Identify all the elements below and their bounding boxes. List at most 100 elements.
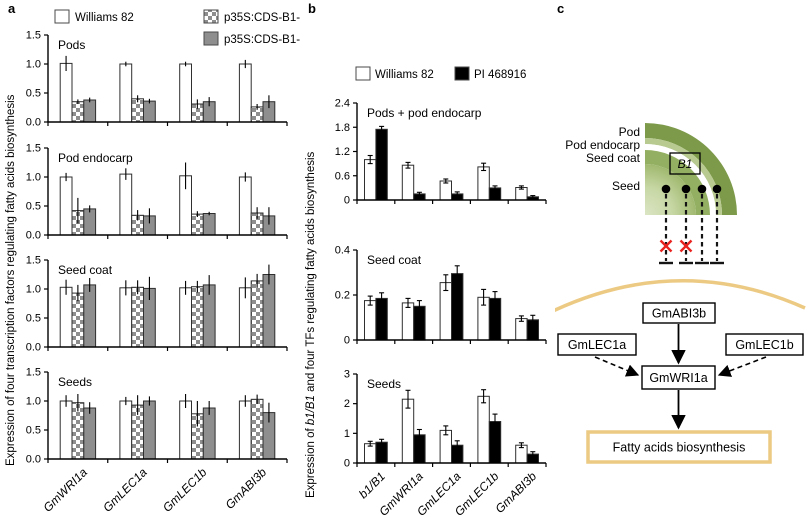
y-tick-label: 1.5: [26, 30, 41, 42]
y-tick-label: 0.2: [335, 290, 350, 302]
bar: [59, 62, 73, 123]
y-tick-label: 0.0: [26, 454, 41, 466]
y-tick-label: 1.0: [26, 284, 41, 296]
y-tick-label: 2.4: [335, 98, 350, 110]
panel-c: c B1 Pod Pod endocarp Seed coat Seed GmABI3b G…: [555, 0, 808, 518]
subplot-pods: 0.0 0.5 1.0 1.5 Pods: [26, 30, 288, 129]
legend-label: PI 468916: [474, 69, 526, 81]
gmabi3b-label: GmABI3b: [652, 306, 706, 320]
bar: [59, 400, 73, 460]
bar: [83, 284, 97, 348]
dashed-arrow-gmlec1b-to-gmwri1a: [717, 356, 767, 377]
anatomy-label-seed: Seed: [612, 179, 640, 193]
subplot-title: Pods: [58, 38, 85, 52]
subplot-pods-pod-endocarp: 0 0.6 1.2 1.8 2.4 Pods + pod endocarp: [335, 98, 547, 207]
bar: [83, 208, 97, 236]
bar: [250, 398, 264, 460]
bar: [119, 63, 133, 123]
subplot-seed-coat: 0.0 0.5 1.0 1.5 Seed coat: [26, 255, 288, 354]
bar: [375, 297, 388, 341]
seed-coat-band: [645, 150, 710, 215]
gmlec1b-box: [725, 333, 804, 356]
legend-swatch-white: [355, 66, 371, 81]
bar: [202, 407, 216, 460]
panel-a-bar-charts: Williams 82 p35S:CDS-B1-1p35S:CDS-B1-20.0…: [26, 9, 300, 515]
b1-locus-label: B1: [678, 157, 693, 171]
y-tick-label: 1.5: [26, 143, 41, 155]
x-category-label: GmLEC1b: [160, 465, 210, 515]
bar: [364, 159, 377, 201]
bar: [439, 180, 453, 201]
panel-b-letter: b: [308, 1, 316, 16]
y-tick-label: 0.4: [335, 245, 350, 257]
legend-swatch-white: [54, 9, 70, 24]
y-tick-label: 0: [344, 458, 350, 470]
y-tick-label: 1.5: [26, 255, 41, 267]
legend: Williams 82 p35S:CDS-B1-1 p35S:CDS-B1-2: [54, 9, 300, 46]
bar: [401, 164, 415, 201]
y-tick-label: 0: [344, 335, 350, 347]
bar: [143, 400, 156, 460]
y-tick-label: 0.5: [26, 201, 41, 213]
pod-band: [645, 123, 737, 215]
y-tick-label: 0.5: [26, 88, 41, 100]
fatty-acids-biosynthesis-box: [586, 430, 772, 464]
signal-dot: [661, 184, 671, 194]
bar: [238, 400, 252, 460]
gmlec1b-label: GmLEC1b: [735, 338, 793, 352]
subplot-seeds: 0 1 2 3 Seeds: [344, 369, 547, 470]
panel-b-bar-charts: Williams 82 PI 468916 0 0.6 1.2 1.8 2.4 Pods + …: [335, 66, 547, 518]
legend: Williams 82 PI 468916: [355, 66, 526, 81]
bar: [375, 128, 388, 201]
bar: [179, 63, 192, 123]
panel-a: a Expression of four transcription facto…: [0, 0, 300, 518]
y-tick-label: 1.2: [335, 146, 350, 158]
b1-locus-box: [669, 152, 701, 175]
signal-lines: [659, 184, 724, 265]
legend-label: p35S:CDS-B1-1: [224, 12, 300, 24]
pathway-network: GmABI3b GmLEC1a GmLEC1b GmWRI1a Fatty acids …: [557, 302, 804, 464]
x-category-label: GmWRI1a: [40, 465, 90, 515]
bar: [83, 99, 97, 123]
bar: [238, 176, 252, 236]
subplot-seed-coat: 0 0.2 0.4 Seed coat: [335, 245, 547, 347]
y-tick-label: 0.0: [26, 117, 41, 129]
bar: [119, 173, 133, 236]
bar: [179, 400, 192, 460]
bar: [143, 100, 156, 123]
legend-swatch-checker: [203, 9, 219, 24]
seed-fill: [645, 164, 696, 215]
subplot-seeds: 0.0 0.5 1.0 1.5 Seeds: [26, 367, 288, 466]
signal-dot: [681, 184, 691, 194]
white-gap: [645, 144, 716, 215]
bar: [238, 63, 252, 123]
legend-label: p35S:CDS-B1-2: [224, 34, 300, 46]
gmlec1a-box: [557, 333, 637, 356]
signal-dot: [697, 184, 707, 194]
bar: [451, 273, 464, 341]
bar: [364, 300, 377, 341]
dashed-arrow-gmlec1a-to-gmwri1a: [594, 356, 640, 377]
bar: [250, 280, 264, 348]
anatomy-label-seed-coat: Seed coat: [586, 151, 641, 165]
x-category-label: GmABI3b: [223, 465, 270, 512]
legend-label: Williams 82: [375, 69, 434, 81]
y-tick-label: 3: [344, 369, 350, 381]
subplot-title: Seeds: [367, 377, 401, 391]
bar: [439, 282, 453, 341]
bar: [191, 213, 204, 236]
y-tick-label: 0.5: [26, 425, 41, 437]
y-tick-label: 1.8: [335, 122, 350, 134]
bar: [191, 286, 204, 348]
bar: [119, 287, 133, 348]
bar: [401, 302, 415, 341]
legend-swatch-gray: [203, 31, 219, 46]
bar: [401, 398, 415, 464]
panel-a-letter: a: [8, 1, 16, 16]
subplot-title: Seed coat: [58, 263, 113, 277]
bar: [262, 274, 276, 348]
y-tick-label: 0.5: [26, 313, 41, 325]
red-x-blocked-mark: [659, 239, 673, 253]
